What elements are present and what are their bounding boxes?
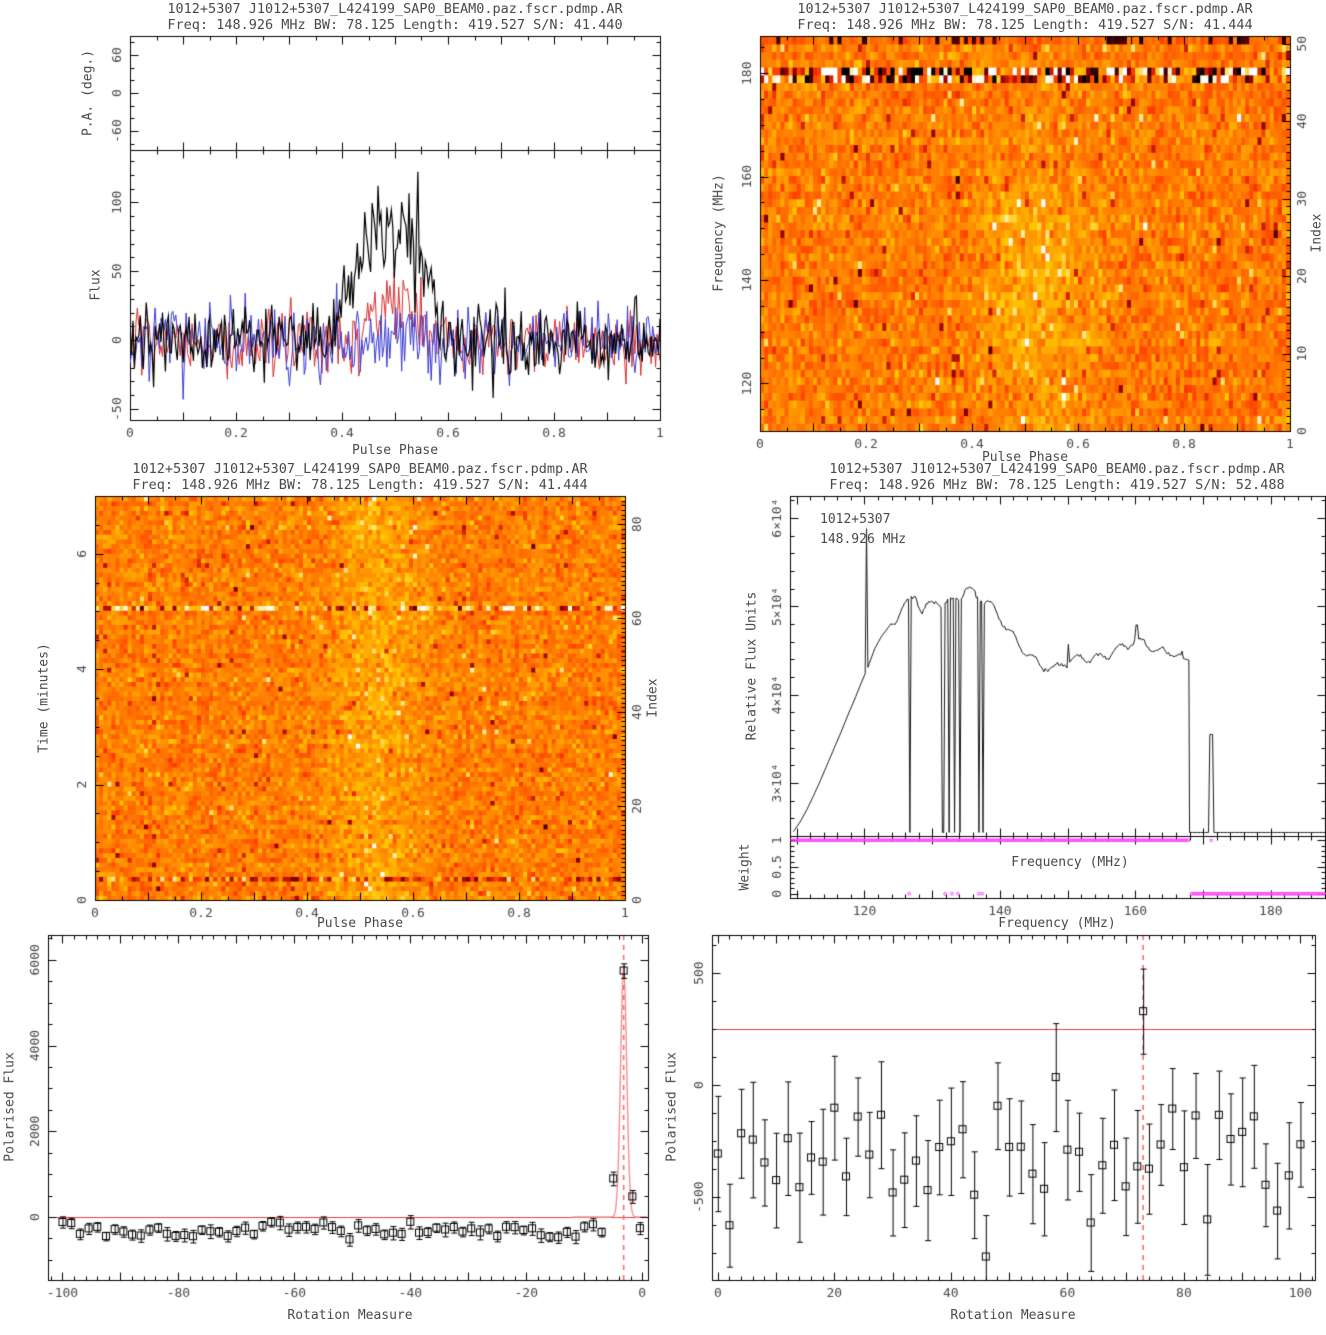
freqphase-ylabel: Frequency (MHz) [711,174,727,292]
profile-title-line1: 1012+5307 J1012+5307_L424199_SAP0_BEAM0.… [167,1,623,17]
profile-xlabel: Pulse Phase [351,443,439,458]
pulse-profile-plot [60,28,680,460]
rmneg-ylabel: Polarised Flux [2,1052,18,1162]
freqphase-index-label: Index [1309,213,1325,253]
spectrum-ylabel: Relative Flux Units [744,591,760,741]
weight-ylabel: Weight [737,843,753,891]
spectrum-annotation-source: 1012+5307 [820,512,891,527]
flux-ylabel: Flux [88,269,104,301]
rmpos-ylabel: Polarised Flux [664,1052,680,1162]
timephase-xlabel: Pulse Phase [316,916,404,931]
frequency-phase-heatmap [700,28,1326,470]
spectrum-annotation-freq: 148.926 MHz [820,532,907,547]
time-phase-heatmap [30,488,675,930]
spectrum-xlabel: Frequency (MHz) [998,916,1116,931]
pa-ylabel: P.A. (deg.) [80,49,96,137]
rmneg-xlabel: Rotation Measure [287,1308,413,1323]
freqphase-xlabel: Pulse Phase [981,450,1069,465]
freqphase-title-line1: 1012+5307 J1012+5307_L424199_SAP0_BEAM0.… [797,1,1253,17]
bandpass-spectrum-plot [735,488,1326,935]
timephase-index-label: Index [645,678,661,718]
spectrum-xlabel-inner: Frequency (MHz) [1011,855,1129,870]
rmpos-xlabel: Rotation Measure [950,1308,1076,1323]
rm-scan-positive-plot [664,930,1326,1315]
timephase-title-line1: 1012+5307 J1012+5307_L424199_SAP0_BEAM0.… [132,461,588,477]
timephase-ylabel: Time (minutes) [36,643,52,753]
rm-scan-negative-plot [0,930,660,1315]
